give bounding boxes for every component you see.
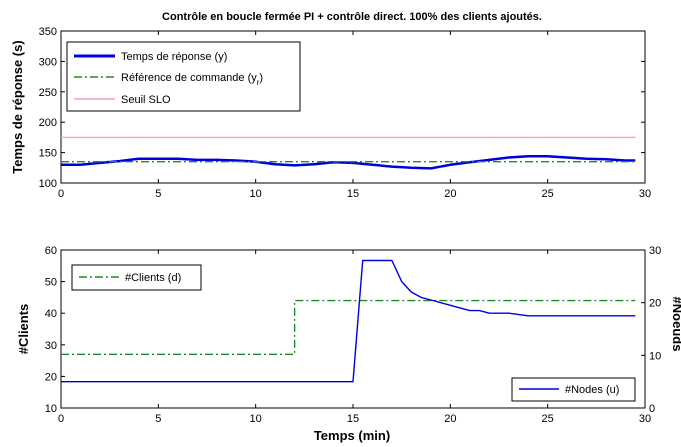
x-tick-label: 10: [250, 413, 262, 425]
bottom-y2-axis-label: #Noeuds: [670, 297, 681, 352]
series-line-1-1: [61, 259, 636, 383]
y-tick-label: 40: [45, 308, 57, 320]
y-tick-label: 60: [45, 245, 57, 257]
clients-legend-box: [71, 264, 202, 291]
legend-label-slo: Seuil SLO: [121, 94, 171, 106]
y-tick-label: 30: [45, 340, 57, 352]
series-line-1-0: [61, 299, 636, 355]
y2-tick-label: 10: [649, 350, 661, 362]
y-tick-label: 10: [45, 403, 57, 415]
x-tick-label: 5: [155, 413, 161, 425]
y2-tick-label: 20: [649, 298, 661, 310]
bottom-x-axis-label: Temps (min): [314, 428, 390, 443]
x-tick-label: 15: [347, 413, 359, 425]
x-tick-label: 10: [250, 188, 262, 200]
x-tick-label: 15: [347, 188, 359, 200]
nodes-legend: #Nodes (u): [511, 377, 636, 402]
series-line-0-0: [61, 154, 636, 170]
x-tick-label: 25: [542, 188, 554, 200]
legend-label-reference-subscript: r: [257, 78, 260, 87]
legend-label-reference-main: Référence de commande (y: [121, 72, 257, 84]
clients-legend: #Clients (d): [71, 264, 202, 291]
y-tick-label: 150: [39, 148, 57, 160]
y-tick-label: 350: [39, 26, 57, 38]
response-time-chart: Contrôle en boucle fermée PI + contrôle …: [10, 11, 651, 200]
legend-label-reference-suffix: ): [259, 72, 263, 84]
legend-label-reference: Référence de commande (yr): [121, 72, 263, 87]
top-y-axis-label: Temps de réponse (s): [10, 40, 25, 173]
y-tick-label: 20: [45, 371, 57, 383]
top-axis-ticks: 0 5 10 15 20 25 30 100 150 200 250 300 350: [39, 26, 651, 200]
legend-label-response-time: Temps de réponse (y): [121, 51, 227, 63]
top-legend: Temps de réponse (y) Référence de comman…: [66, 41, 301, 112]
legend-label-nodes: #Nodes (u): [565, 384, 619, 396]
bottom-y-axis-label: #Clients: [16, 304, 31, 355]
x-tick-label: 20: [444, 413, 456, 425]
legend-label-clients: #Clients (d): [125, 272, 181, 284]
nodes-legend-box: [511, 377, 636, 402]
y-tick-label: 300: [39, 56, 57, 68]
y2-tick-label: 0: [649, 403, 655, 415]
x-tick-label: 0: [58, 413, 64, 425]
bottom-series-group: [61, 259, 636, 383]
x-tick-label: 5: [155, 188, 161, 200]
top-series-group: [61, 136, 636, 170]
chart-title: Contrôle en boucle fermée PI + contrôle …: [162, 11, 542, 23]
y-tick-label: 250: [39, 87, 57, 99]
x-tick-label: 25: [542, 413, 554, 425]
y-tick-label: 200: [39, 117, 57, 129]
x-tick-label: 0: [58, 188, 64, 200]
x-tick-label: 30: [639, 413, 651, 425]
y2-tick-label: 30: [649, 245, 661, 257]
y-tick-label: 50: [45, 277, 57, 289]
x-tick-label: 30: [639, 188, 651, 200]
x-tick-label: 20: [444, 188, 456, 200]
y-tick-label: 100: [39, 178, 57, 190]
